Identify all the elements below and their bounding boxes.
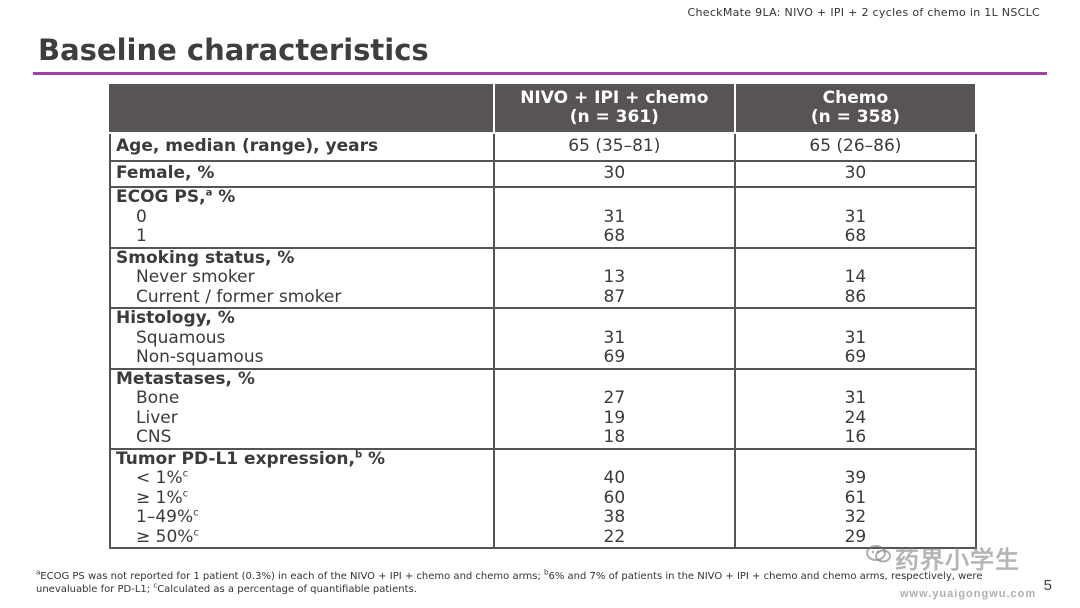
pdl1-1to49-label: 1–49%c — [136, 507, 199, 527]
histology-arm1: 31 69 — [492, 307, 736, 370]
arm1-name: NIVO + IPI + chemo — [520, 88, 709, 108]
metastases-cns-label: CNS — [136, 427, 172, 447]
table-row-histology: Histology, % Squamous Non-squamous 31 69… — [109, 307, 978, 370]
ecog-1-label: 1 — [136, 226, 147, 246]
smoking-never-arm2: 14 — [844, 267, 867, 287]
watermark-text: 药界小学生 — [895, 546, 1020, 574]
metastases-liver-arm2: 24 — [844, 407, 867, 428]
arm1-n: (n = 361) — [569, 107, 659, 127]
histology-squamous-label: Squamous — [136, 327, 226, 348]
pdl1-1to49-arm1: 38 — [603, 507, 626, 527]
smoking-current-arm1: 87 — [603, 286, 626, 307]
pdl1-lt1-label: < 1%c — [136, 468, 189, 488]
ecog-0-arm2: 31 — [844, 206, 867, 227]
histology-squamous-arm2: 31 — [844, 327, 867, 348]
age-arm1: 65 (35–81) — [492, 132, 736, 162]
baseline-table: NIVO + IPI + chemo (n = 361) Chemo (n = … — [109, 82, 978, 549]
table-row-metastases: Metastases, % Bone Liver CNS 27 19 18 31… — [109, 367, 978, 450]
smoking-never-arm1: 13 — [603, 267, 626, 287]
metastases-bone-arm2: 31 — [844, 388, 867, 408]
row-label-pdl1: Tumor PD-L1 expression,b % < 1%c ≥ 1%c 1… — [109, 447, 495, 549]
row-label-smoking: Smoking status, % Never smoker Current /… — [109, 246, 495, 309]
ecog-heading: ECOG PS,a % — [116, 187, 236, 207]
header-arm1: NIVO + IPI + chemo (n = 361) — [492, 82, 736, 134]
table-row-age: Age, median (range), years 65 (35–81) 65… — [109, 132, 978, 162]
metastases-cns-arm1: 18 — [603, 427, 626, 447]
row-label-ecog: ECOG PS,a % 0 1 — [109, 186, 495, 249]
pdl1-heading: Tumor PD-L1 expression,b % — [116, 448, 386, 469]
arm2-name: Chemo — [822, 88, 889, 108]
metastases-arm2: 31 24 16 — [733, 367, 978, 450]
title-divider — [33, 72, 1047, 75]
footnote: aECOG PS was not reported for 1 patient … — [36, 568, 983, 595]
row-label-female: Female, % — [109, 160, 495, 188]
table-row-female: Female, % 30 30 — [109, 160, 978, 188]
histology-arm2: 31 69 — [733, 307, 978, 370]
pdl1-ge1-label: ≥ 1%c — [136, 487, 189, 508]
ecog-1-arm1: 68 — [603, 226, 626, 246]
metastases-arm1: 27 19 18 — [492, 367, 736, 450]
pdl1-ge50-arm2: 29 — [844, 526, 867, 547]
row-label-age: Age, median (range), years — [109, 132, 495, 162]
pdl1-arm1: 40 60 38 22 — [492, 447, 736, 549]
row-label-histology: Histology, % Squamous Non-squamous — [109, 307, 495, 370]
metastases-bone-label: Bone — [136, 388, 180, 408]
table-header-row: NIVO + IPI + chemo (n = 361) Chemo (n = … — [109, 82, 978, 134]
histology-nonsquamous-arm2: 69 — [844, 347, 867, 367]
smoking-arm2: 14 86 — [733, 246, 978, 309]
age-arm2: 65 (26–86) — [733, 132, 978, 162]
pdl1-arm2: 39 61 32 29 — [733, 447, 978, 549]
female-label: Female, % — [116, 163, 215, 184]
histology-heading: Histology, % — [116, 308, 235, 328]
pdl1-ge50-arm1: 22 — [603, 526, 626, 547]
female-arm1: 30 — [492, 160, 736, 188]
histology-squamous-arm1: 31 — [603, 327, 626, 348]
ecog-0-arm1: 31 — [603, 206, 626, 227]
table-row-pdl1: Tumor PD-L1 expression,b % < 1%c ≥ 1%c 1… — [109, 447, 978, 549]
table-row-ecog: ECOG PS,a % 0 1 31 68 31 68 — [109, 186, 978, 249]
smoking-arm1: 13 87 — [492, 246, 736, 309]
metastases-liver-arm1: 19 — [603, 407, 626, 428]
female-arm2: 30 — [733, 160, 978, 188]
pdl1-ge1-arm1: 60 — [603, 487, 626, 508]
smoking-current-label: Current / former smoker — [136, 286, 342, 307]
header-blank-cell — [109, 82, 495, 134]
row-label-metastases: Metastases, % Bone Liver CNS — [109, 367, 495, 450]
metastases-heading: Metastases, % — [116, 368, 255, 389]
ecog-1-arm2: 68 — [844, 226, 867, 246]
metastases-bone-arm1: 27 — [603, 388, 626, 408]
wechat-icon — [866, 545, 891, 563]
smoking-heading: Smoking status, % — [116, 247, 295, 268]
header-reference: CheckMate 9LA: NIVO + IPI + 2 cycles of … — [687, 6, 1040, 19]
histology-nonsquamous-arm1: 69 — [603, 347, 626, 367]
arm2-n: (n = 358) — [810, 107, 901, 127]
pdl1-1to49-arm2: 32 — [844, 507, 867, 527]
smoking-never-label: Never smoker — [136, 267, 255, 287]
watermark-url: www.yuaigongwu.com — [900, 588, 1037, 600]
age-label: Age, median (range), years — [116, 136, 379, 157]
page-title: Baseline characteristics — [38, 33, 429, 67]
pdl1-lt1-arm1: 40 — [603, 468, 626, 488]
pdl1-ge1-arm2: 61 — [844, 487, 867, 508]
metastases-liver-label: Liver — [136, 407, 178, 428]
ecog-arm2: 31 68 — [733, 186, 978, 249]
ecog-arm1: 31 68 — [492, 186, 736, 249]
metastases-cns-arm2: 16 — [844, 427, 867, 447]
histology-nonsquamous-label: Non-squamous — [136, 347, 264, 367]
page-number: 5 — [1043, 577, 1052, 594]
table-row-smoking: Smoking status, % Never smoker Current /… — [109, 246, 978, 309]
smoking-current-arm2: 86 — [844, 286, 867, 307]
header-arm2: Chemo (n = 358) — [733, 82, 978, 134]
ecog-0-label: 0 — [136, 206, 147, 227]
pdl1-ge50-label: ≥ 50%c — [136, 526, 199, 547]
pdl1-lt1-arm2: 39 — [844, 468, 867, 488]
